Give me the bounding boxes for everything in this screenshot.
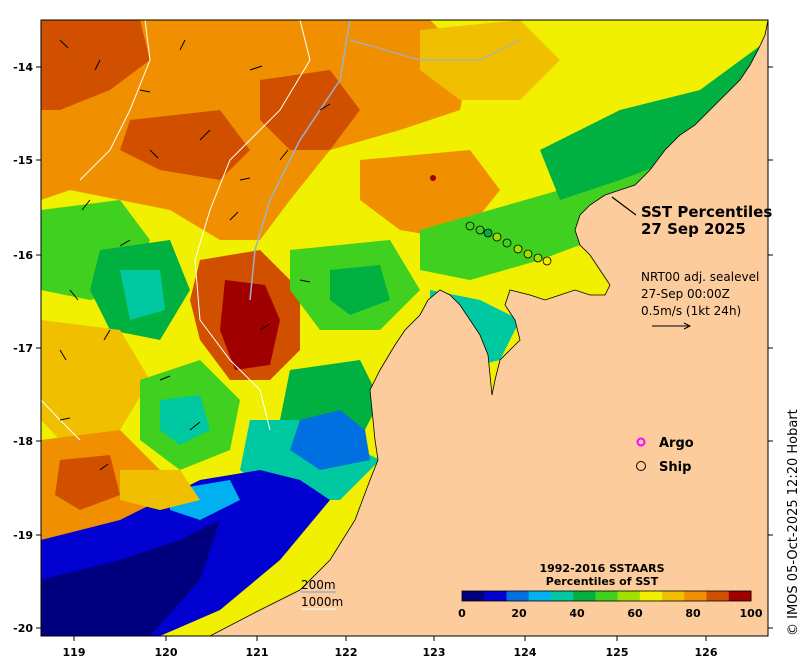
legend: Argo Ship bbox=[636, 436, 694, 475]
colorbar-swatch bbox=[462, 591, 485, 601]
argo-marker bbox=[636, 437, 646, 447]
ship-marker bbox=[636, 461, 646, 471]
colorbar-swatch bbox=[506, 591, 530, 601]
y-axis: -14 -15 -16 -17 -18 -19 -20 bbox=[13, 61, 773, 635]
x-tick-label: 120 bbox=[155, 646, 178, 659]
x-tick-label: 125 bbox=[606, 646, 629, 659]
colorbar-swatch bbox=[528, 591, 552, 601]
colorbar-swatch bbox=[573, 591, 596, 601]
colorbar-swatch bbox=[617, 591, 641, 601]
colorbar-swatches bbox=[462, 591, 752, 601]
legend-argo: Argo bbox=[659, 436, 694, 451]
plot-frame bbox=[40, 19, 769, 637]
title-pointer bbox=[611, 196, 637, 216]
land-mass bbox=[209, 20, 768, 636]
x-axis: 119 120 121 122 123 124 125 126 bbox=[63, 636, 718, 659]
colorbar-swatch bbox=[484, 591, 507, 601]
y-tick-label: -16 bbox=[13, 249, 33, 262]
map-plot-area bbox=[41, 20, 768, 636]
colorbar-swatch bbox=[728, 591, 752, 601]
x-tick-label: 122 bbox=[335, 646, 358, 659]
colorbar-title: 1992-2016 SSTAARS bbox=[539, 562, 664, 575]
colorbar-swatch bbox=[595, 591, 619, 601]
colorbar-tick: 0 bbox=[458, 607, 466, 620]
observation-point bbox=[430, 175, 436, 181]
colorbar-tick: 60 bbox=[627, 607, 643, 620]
colorbar-tick: 100 bbox=[740, 607, 763, 620]
y-tick-label: -14 bbox=[13, 61, 33, 74]
y-tick-label: -18 bbox=[13, 435, 33, 448]
colorbar-swatch bbox=[662, 591, 685, 601]
isobath-200-label: 200m bbox=[301, 578, 336, 592]
colorbar-subtitle: Percentiles of SST bbox=[546, 575, 659, 588]
colorbar-swatch bbox=[550, 591, 574, 601]
x-tick-label: 124 bbox=[514, 646, 537, 659]
ship-track bbox=[465, 221, 552, 266]
map-title: SST Percentiles bbox=[641, 203, 772, 221]
colorbar-swatch bbox=[639, 591, 663, 601]
credit-text: © IMOS 05-Oct-2025 12:20 Hobart bbox=[786, 409, 801, 636]
map-date: 27 Sep 2025 bbox=[641, 220, 746, 238]
current-vectors bbox=[59, 39, 331, 471]
x-tick-label: 123 bbox=[423, 646, 446, 659]
current-source: NRT00 adj. sealevel bbox=[641, 270, 759, 284]
isobath-1000-label: 1000m bbox=[301, 595, 343, 609]
y-tick-label: -19 bbox=[13, 529, 33, 542]
x-tick-label: 119 bbox=[63, 646, 86, 659]
colorbar: 1992-2016 SSTAARS Percentiles of SST 0 2… bbox=[458, 562, 763, 620]
colorbar-tick: 20 bbox=[511, 607, 527, 620]
x-tick-label: 126 bbox=[695, 646, 718, 659]
colorbar-tick: 80 bbox=[685, 607, 701, 620]
y-tick-label: -15 bbox=[13, 154, 33, 167]
colorbar-swatch bbox=[706, 591, 730, 601]
colorbar-swatch bbox=[684, 591, 708, 601]
colorbar-tick: 40 bbox=[569, 607, 585, 620]
current-scale: 0.5m/s (1kt 24h) bbox=[641, 304, 741, 318]
x-tick-label: 121 bbox=[246, 646, 269, 659]
legend-ship: Ship bbox=[659, 460, 691, 475]
y-tick-label: -17 bbox=[13, 342, 33, 355]
sst-field bbox=[41, 20, 768, 636]
current-time: 27-Sep 00:00Z bbox=[641, 287, 730, 301]
scale-arrow bbox=[652, 322, 692, 330]
y-tick-label: -20 bbox=[13, 622, 33, 635]
isobath-lines bbox=[41, 20, 521, 441]
